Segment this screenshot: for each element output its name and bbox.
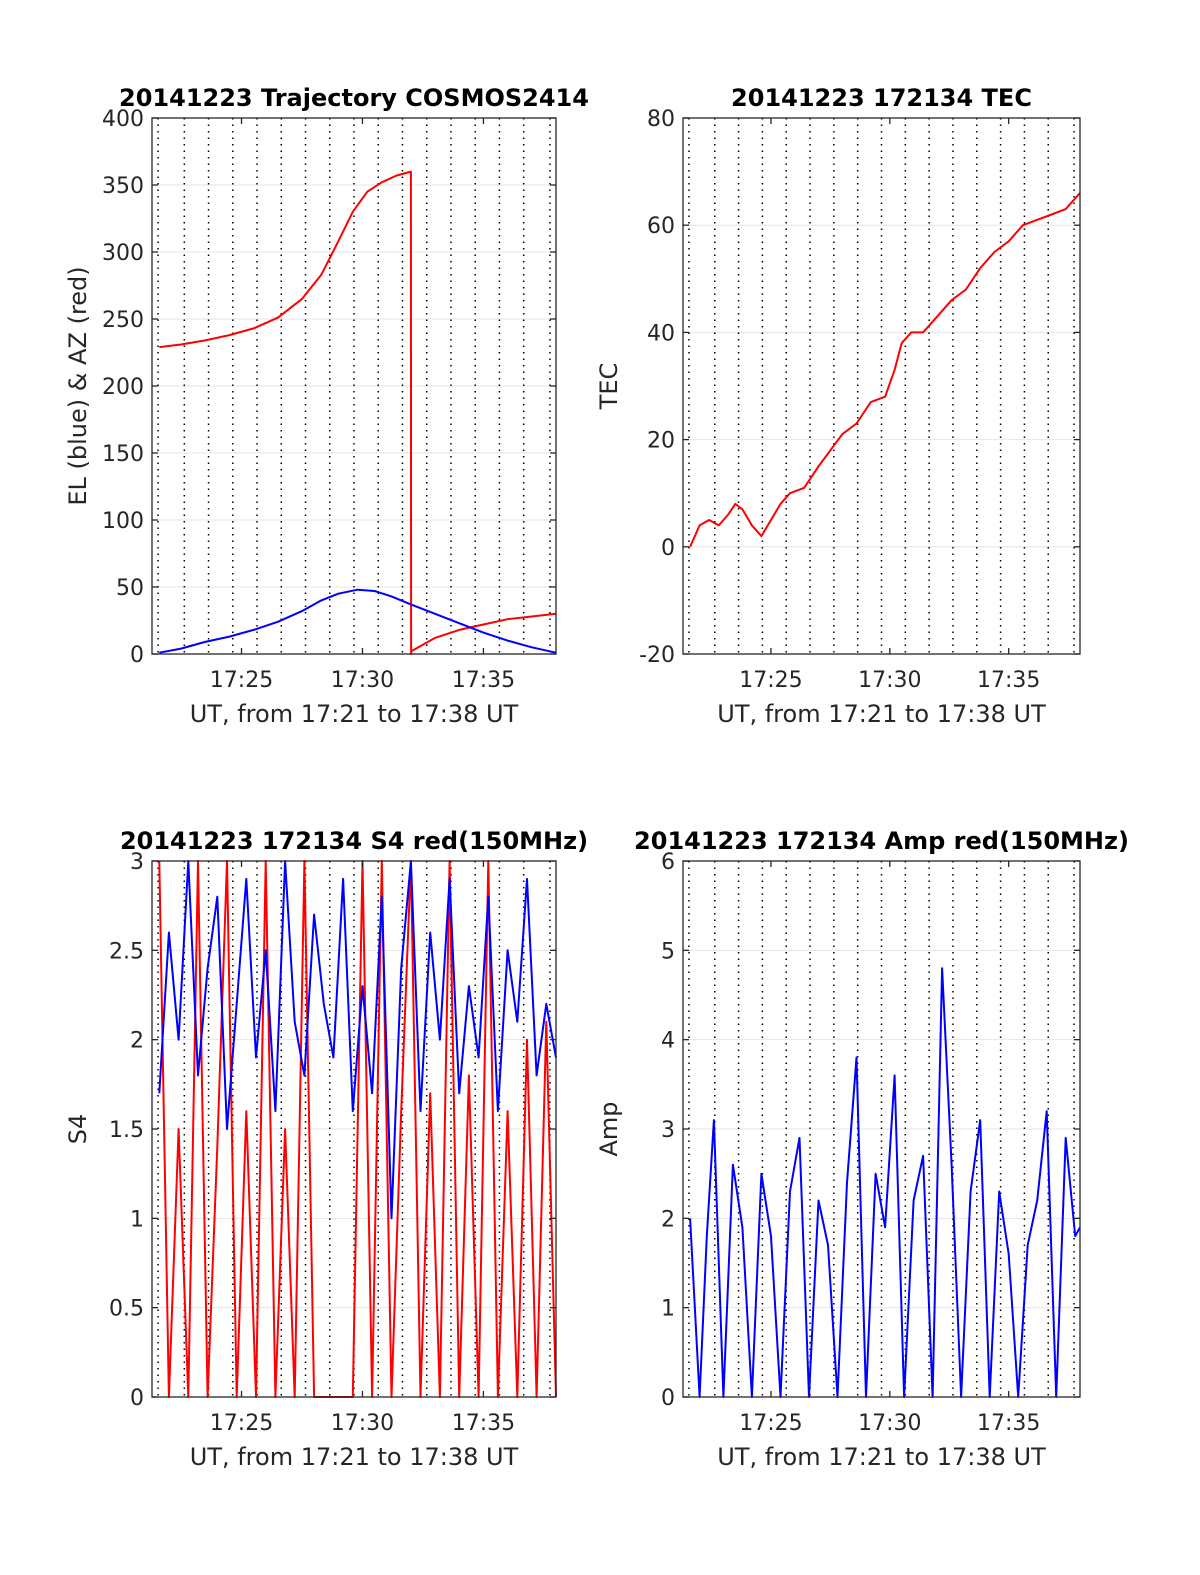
x-axis-label: UT, from 17:21 to 17:38 UT	[717, 700, 1046, 728]
x-tick-label: 17:25	[210, 668, 273, 693]
series-line-trajectory-1	[159, 588, 557, 654]
x-axis-label: UT, from 17:21 to 17:38 UT	[190, 1443, 519, 1471]
y-tick-label: -20	[639, 643, 675, 668]
y-tick-label: 80	[647, 107, 675, 132]
panel-tec: -20 0 20 40 60 80 17:25 17:30 17:35 UT, from 17:2…	[595, 84, 1081, 728]
y-tick-label: 350	[102, 174, 144, 199]
y-axis-label: S4	[64, 1114, 92, 1145]
y-tick-label: 40	[647, 321, 675, 346]
y-tick-label: 3	[661, 1118, 675, 1143]
chart-title: 20141223 172134 Amp red(150MHz)	[634, 827, 1129, 855]
y-axis-label: Amp	[595, 1101, 623, 1156]
series-line-s4-1	[158, 860, 557, 1220]
x-axis-label: UT, from 17:21 to 17:38 UT	[717, 1443, 1046, 1471]
y-tick-label: 2.5	[109, 939, 144, 964]
y-tick-label: 3	[130, 850, 144, 875]
y-tick-label: 400	[102, 107, 144, 132]
y-tick-label: 1	[661, 1297, 675, 1322]
y-tick-label: 6	[661, 850, 675, 875]
y-tick-label: 60	[647, 214, 675, 239]
x-tick-label: 17:30	[331, 1411, 394, 1436]
series-line-tec-0	[689, 192, 1081, 548]
y-tick-label: 200	[102, 375, 144, 400]
x-tick-label: 17:30	[331, 668, 394, 693]
x-tick-label: 17:35	[977, 668, 1040, 693]
x-axis-label: UT, from 17:21 to 17:38 UT	[190, 700, 519, 728]
x-tick-label: 17:25	[739, 668, 802, 693]
y-axis-label: EL (blue) & AZ (red)	[64, 266, 92, 505]
y-axis-label: TEC	[595, 363, 623, 411]
y-tick-label: 0	[130, 1386, 144, 1411]
chart-title: 20141223 Trajectory COSMOS2414	[119, 84, 589, 112]
y-tick-label: 150	[102, 442, 144, 467]
y-tick-label: 1	[130, 1207, 144, 1232]
x-tick-label: 17:35	[977, 1411, 1040, 1436]
y-tick-label: 0	[130, 643, 144, 668]
x-tick-label: 17:30	[858, 1411, 921, 1436]
y-tick-label: 4	[661, 1029, 675, 1054]
y-tick-label: 1.5	[109, 1118, 144, 1143]
y-tick-label: 2	[661, 1207, 675, 1232]
x-tick-label: 17:25	[210, 1411, 273, 1436]
y-tick-label: 0	[661, 1386, 675, 1411]
axes-frame	[682, 117, 1081, 655]
y-tick-label: 300	[102, 241, 144, 266]
y-tick-label: 20	[647, 429, 675, 454]
y-tick-label: 0.5	[109, 1297, 144, 1322]
chart-title: 20141223 172134 S4 red(150MHz)	[120, 827, 588, 855]
y-tick-label: 250	[102, 308, 144, 333]
panel-trajectory: 0 50 100 150 200 250 300 350 400 17:25 17:30 17:35 U…	[64, 84, 589, 728]
y-tick-label: 2	[130, 1029, 144, 1054]
x-tick-label: 17:30	[858, 668, 921, 693]
x-tick-label: 17:25	[739, 1411, 802, 1436]
y-tick-label: 100	[102, 509, 144, 534]
x-tick-label: 17:35	[452, 668, 515, 693]
y-tick-label: 0	[661, 536, 675, 561]
y-tick-label: 5	[661, 939, 675, 964]
panel-amp: 0 1 2 3 4 5 6 17:25 17:30 17:35 UT, from 17:21 to …	[595, 827, 1129, 1471]
y-tick-label: 50	[116, 576, 144, 601]
panel-s4: 0 0.5 1 1.5 2 2.5 3 17:25 17:30 17:35 UT, from 17:…	[64, 827, 588, 1471]
chart-title: 20141223 172134 TEC	[731, 84, 1032, 112]
x-tick-label: 17:35	[452, 1411, 515, 1436]
